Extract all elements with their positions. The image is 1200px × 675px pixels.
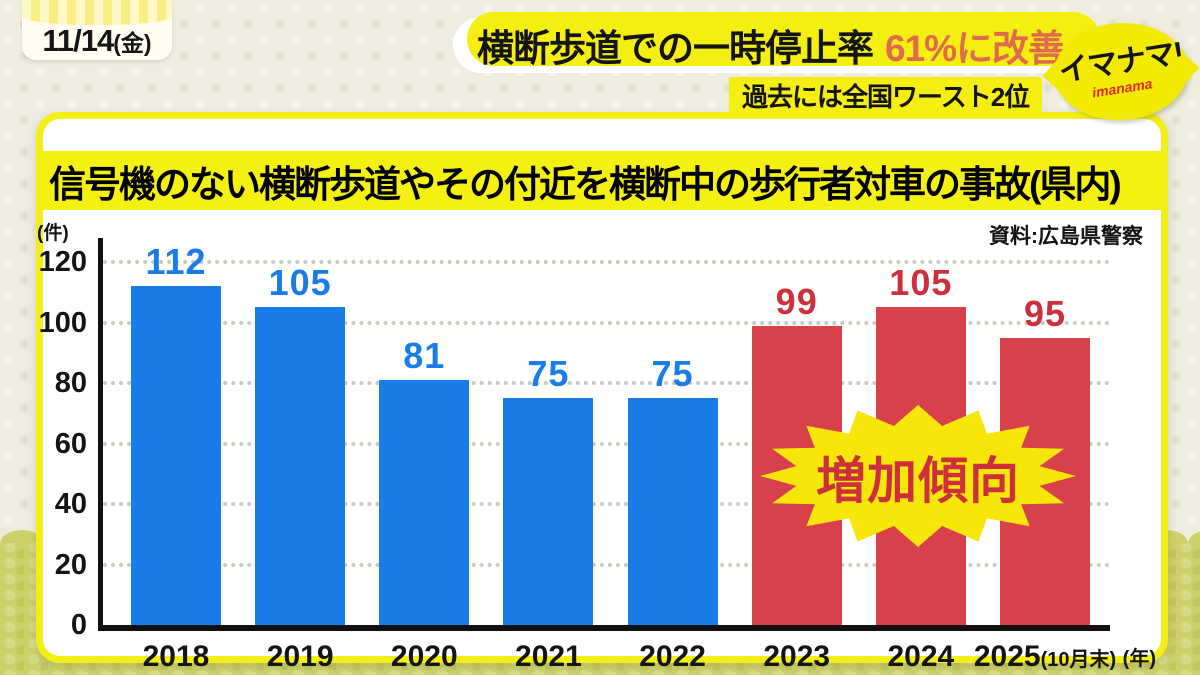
bar-value-2025: 95 [1023, 292, 1066, 334]
bar-value-2020: 81 [403, 334, 446, 376]
bar-value-2018: 112 [145, 241, 207, 283]
x-label-2022: 2022 [639, 640, 706, 673]
starburst-polygon [760, 405, 1076, 547]
gridline-40 [103, 502, 1110, 506]
headline-highlight: 61%に改善 [885, 28, 1065, 69]
y-tick-100: 100 [38, 306, 87, 339]
y-axis-unit-label: (件) [37, 223, 69, 244]
bar-plot: (件) 0 20 40 60 80 100 120 112 2018 105 2019 81 2020… [37, 223, 1156, 672]
increase-trend-starburst: 増加傾向 [758, 404, 1078, 549]
gridline-120 [103, 260, 1110, 264]
date-text: 11/14(金) [22, 23, 172, 59]
y-tick-0: 0 [70, 609, 87, 641]
bar-2021 [503, 398, 594, 625]
increase-trend-label: 増加傾向 [816, 452, 1020, 509]
bar-2020 [379, 379, 470, 625]
y-tick-60: 60 [54, 427, 87, 460]
bar-value-2024: 105 [889, 262, 953, 304]
gridline-80 [103, 381, 1110, 385]
x-axis-unit-label: (年) [1122, 648, 1156, 670]
sub-headline-badge: 過去には全国ワースト2位 [729, 77, 1043, 113]
gridline-20 [103, 562, 1110, 567]
starburst-shape [760, 405, 1076, 547]
x-label-2024: 2024 [887, 640, 955, 673]
x-label-2023: 2023 [763, 640, 831, 673]
bar-cell-2018: 112 2018 [131, 244, 221, 672]
bar-value-2019: 105 [268, 262, 332, 304]
date-badge: 11/14(金) [22, 0, 172, 60]
y-tick-80: 80 [54, 367, 87, 399]
x-label-2018: 2018 [142, 640, 210, 673]
x-label-2019: 2019 [266, 640, 334, 673]
headline-banner: 横断歩道での一時停止率 61%に改善 [453, 12, 1101, 73]
x-label-2025: 2025(10月末) [973, 640, 1117, 673]
headline-text: 横断歩道での一時停止率 [477, 28, 874, 69]
y-tick-120: 120 [38, 246, 87, 278]
bar-cell-2021: 75 2021 [503, 262, 594, 672]
gridline-60 [103, 441, 1110, 446]
bar-value-2021: 75 [527, 353, 570, 395]
bar-2022 [627, 398, 718, 625]
bar-value-2022: 75 [651, 353, 694, 395]
x-label-2020: 2020 [390, 640, 458, 673]
bar-cell-2019: 105 2019 [255, 262, 346, 672]
bar-2018 [131, 286, 221, 625]
bar-2019 [255, 307, 346, 625]
chart-source: 資料:広島県警察 [989, 225, 1143, 248]
bar-value-2023: 99 [775, 280, 818, 322]
bar-cell-2022: 75 2022 [627, 262, 718, 672]
gridline-100 [103, 320, 1110, 325]
chart-panel: 信号機のない横断歩道やその付近を横断中の歩行者対車の事故(県内) 資料:広島県警… [36, 112, 1168, 672]
bar-cell-2020: 81 2020 [379, 262, 470, 672]
y-tick-40: 40 [54, 488, 87, 520]
date-badge-awning [22, 0, 172, 25]
date-weekday: (金) [113, 30, 152, 56]
x-label-note: (10月末) [1040, 649, 1117, 671]
chart-title: 信号機のない横断歩道やその付近を横断中の歩行者対車の事故(県内) [43, 151, 1161, 210]
y-tick-20: 20 [54, 548, 87, 581]
date-main: 11/14 [42, 23, 114, 58]
x-label-2021: 2021 [515, 640, 582, 673]
